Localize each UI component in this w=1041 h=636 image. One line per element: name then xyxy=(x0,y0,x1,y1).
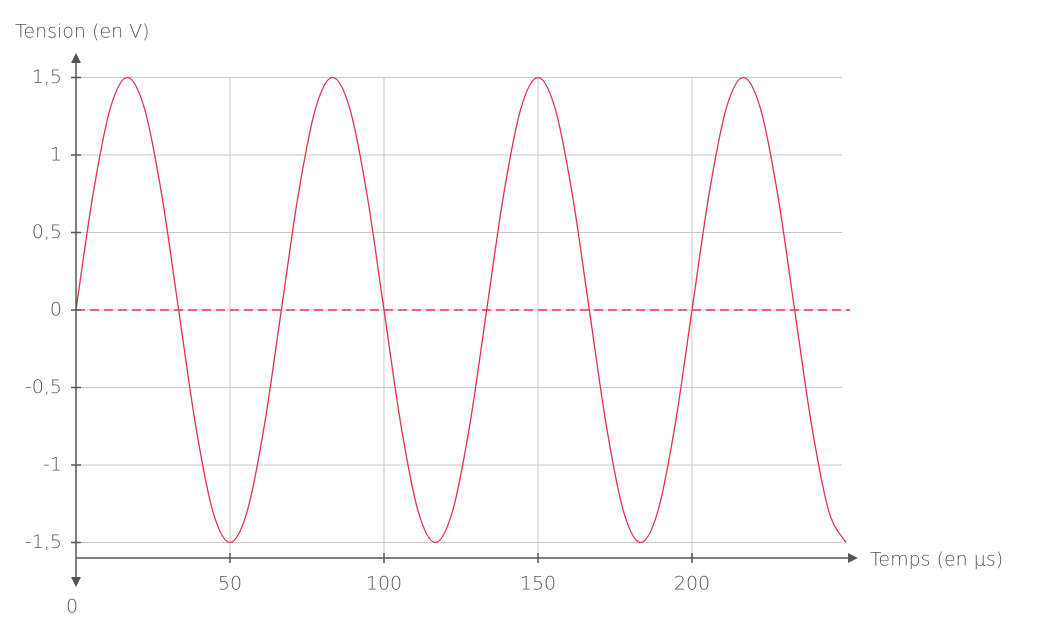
y-tick-label: 1,5 xyxy=(32,66,62,88)
y-tick-label: 1 xyxy=(50,144,62,166)
y-tick-label: 0,5 xyxy=(32,221,62,243)
x-tick-label: 100 xyxy=(366,573,402,595)
y-tick-label: -1 xyxy=(43,454,62,476)
x-tick-label: 0 xyxy=(66,596,78,618)
y-tick-label: 0 xyxy=(50,299,62,321)
y-tick-label: -0,5 xyxy=(25,376,62,398)
line xyxy=(75,76,847,544)
x-axis-label: Temps (en μs) xyxy=(870,549,1003,571)
y-tick-label: -1,5 xyxy=(25,531,62,553)
plot xyxy=(75,76,850,544)
x-tick-label: 150 xyxy=(520,573,556,595)
x-tick-label: 200 xyxy=(674,573,710,595)
x-tick-label: 50 xyxy=(218,573,242,595)
y-axis-label: Tension (en V) xyxy=(15,21,150,43)
